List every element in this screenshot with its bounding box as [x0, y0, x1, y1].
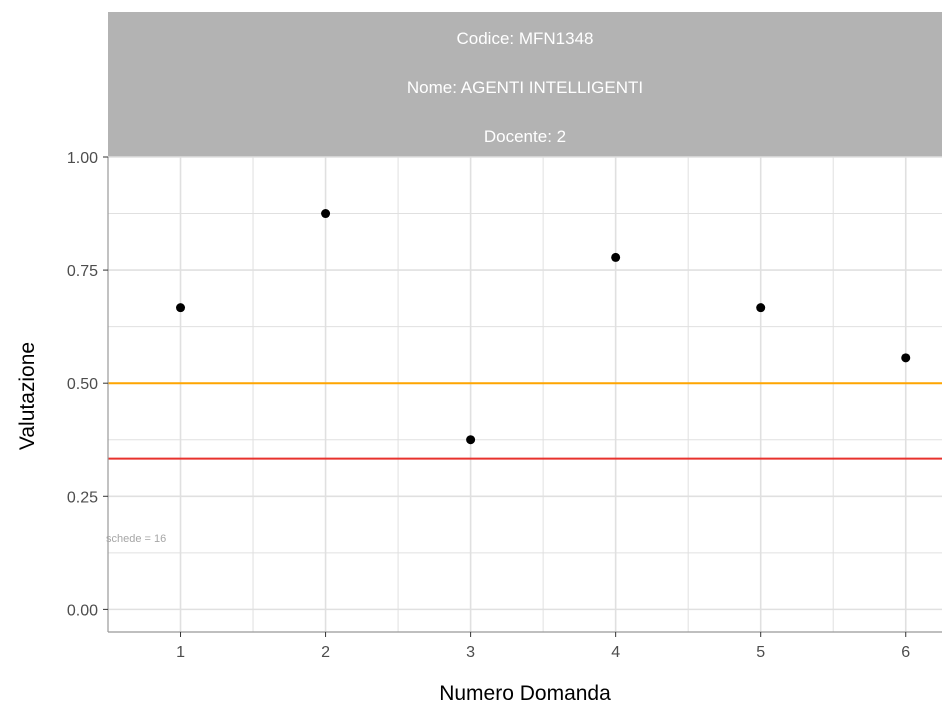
strip-label-name: Nome: AGENTI INTELLIGENTI [407, 78, 643, 97]
data-points [176, 209, 911, 445]
data-point [611, 252, 621, 262]
annotation-schede: schede = 16 [106, 533, 166, 545]
data-point [756, 303, 766, 313]
y-tick-label: 1.00 [67, 150, 98, 167]
data-point [321, 209, 331, 219]
axes [103, 156, 942, 637]
x-tick-label: 2 [321, 644, 330, 661]
y-tick-label: 0.00 [67, 602, 98, 619]
x-axis-title: Numero Domanda [439, 682, 611, 705]
y-tick-label: 0.25 [67, 489, 98, 506]
x-tick-label: 3 [466, 644, 475, 661]
reference-lines [108, 382, 942, 460]
minor-gridlines [108, 157, 942, 632]
y-tick-label: 0.50 [67, 376, 98, 393]
data-point [466, 435, 476, 445]
x-tick-label: 1 [176, 644, 185, 661]
x-tick-label: 5 [756, 644, 765, 661]
facet-strip [108, 12, 942, 157]
tick-labels: 1 2 3 4 5 6 0.00 0.25 0.50 0.75 1.00 [67, 150, 910, 661]
data-point [901, 353, 911, 363]
data-point [176, 303, 186, 313]
y-axis-title: Valutazione [16, 342, 39, 450]
y-tick-label: 0.75 [67, 263, 98, 280]
x-tick-label: 6 [901, 644, 910, 661]
strip-label-code: Codice: MFN1348 [456, 29, 593, 48]
strip-label-teacher: Docente: 2 [484, 127, 566, 146]
x-tick-label: 4 [611, 644, 620, 661]
